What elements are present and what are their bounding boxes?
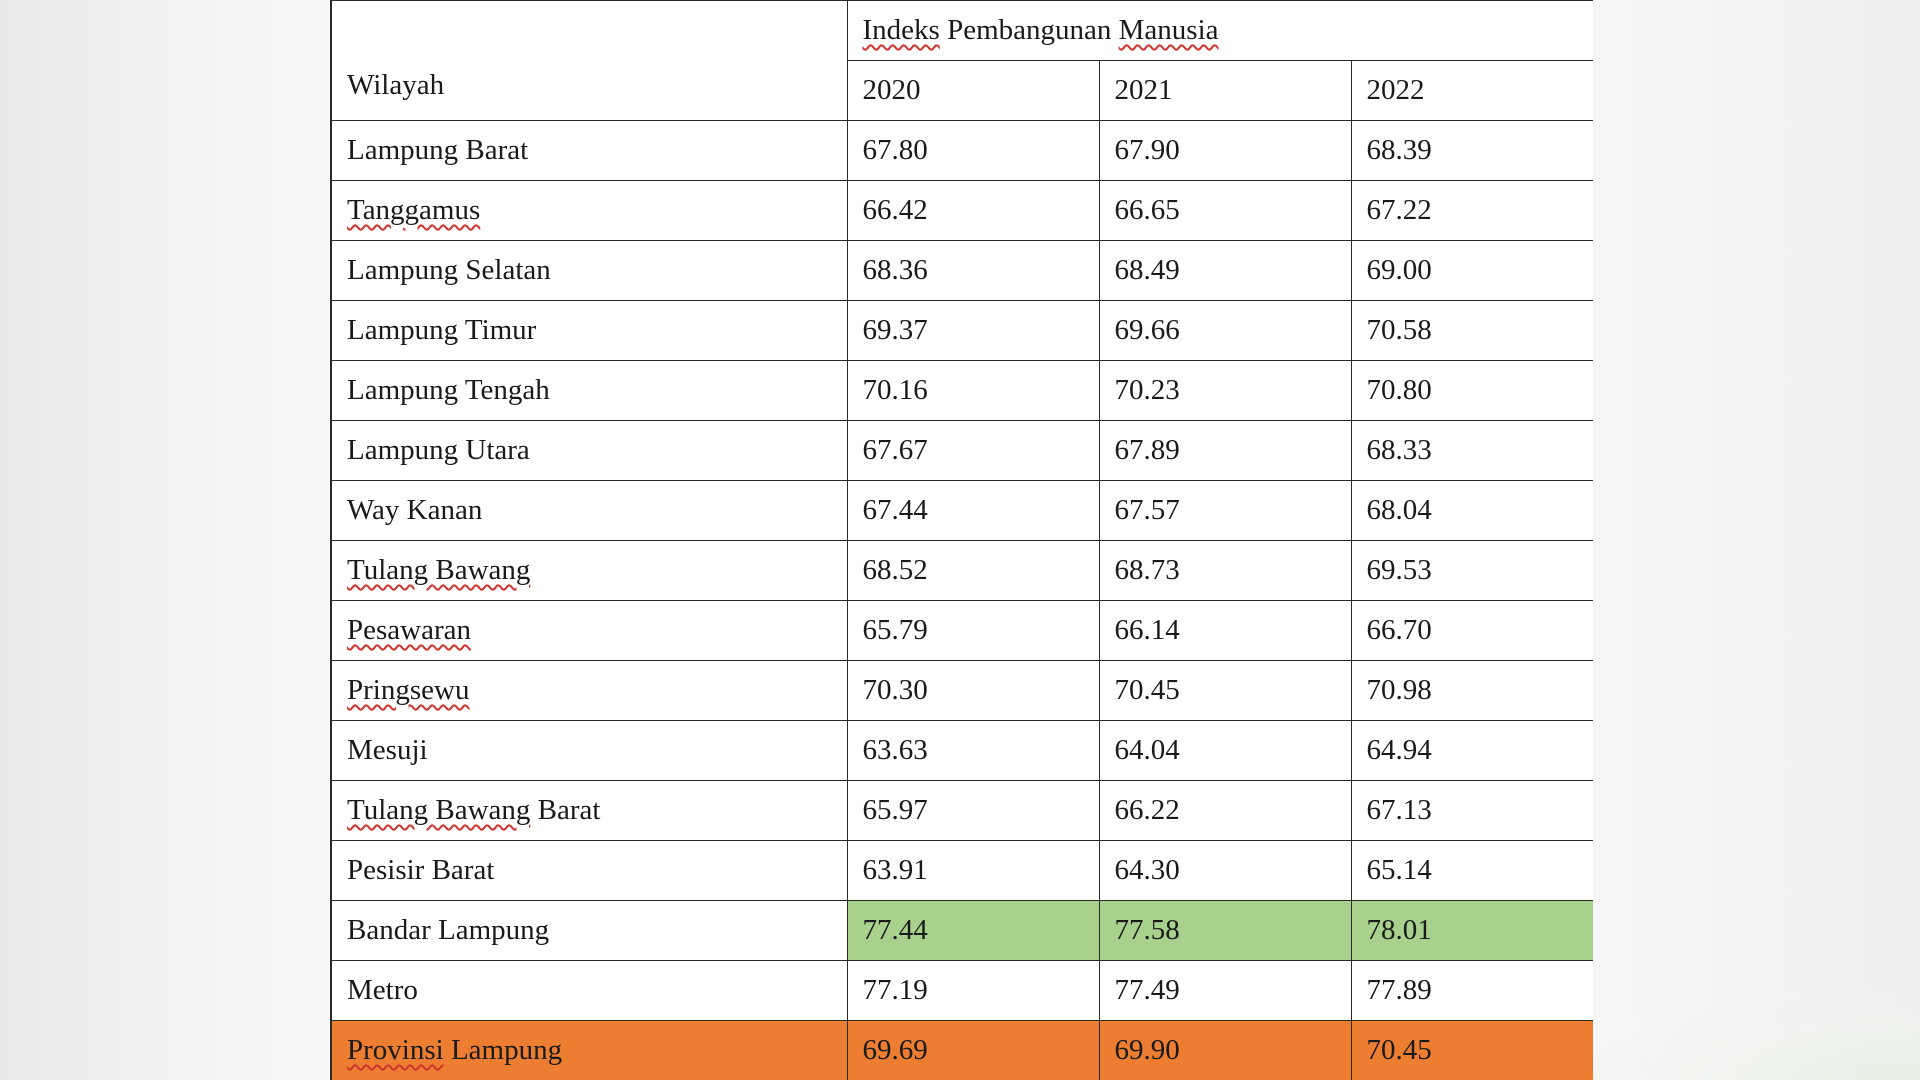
table-row: Tulang Bawang Barat 65.97 66.22 67.13 <box>330 780 1593 841</box>
table-row: Way Kanan 67.44 67.57 68.04 <box>330 480 1593 541</box>
table-row: Lampung Barat 67.80 67.90 68.39 <box>330 120 1593 181</box>
value-cell: 70.80 <box>1350 360 1593 421</box>
spell-word: Pringsewu <box>347 674 470 706</box>
value-cell: 68.49 <box>1098 240 1352 301</box>
table-row: Metro 77.19 77.49 77.89 <box>330 960 1593 1021</box>
value-cell: 67.89 <box>1098 420 1352 481</box>
spell-word: Tulang Bawang <box>347 794 531 826</box>
value-cell: 67.57 <box>1098 480 1352 541</box>
document-page: Wilayah Indeks Pembangunan Manusia 2020 … <box>330 0 1593 1080</box>
value-cell: 70.23 <box>1098 360 1352 421</box>
value-cell: 70.58 <box>1350 300 1593 361</box>
region-cell: Bandar Lampung <box>330 900 848 961</box>
value-cell: 64.30 <box>1098 840 1352 901</box>
region-cell: Lampung Timur <box>330 300 848 361</box>
spell-word: Manusia <box>1118 14 1219 46</box>
table-row-highlight-orange: Provinsi Lampung 69.69 69.90 70.45 <box>330 1020 1593 1080</box>
table-row: Lampung Selatan 68.36 68.49 69.00 <box>330 240 1593 301</box>
region-cell: Pringsewu <box>330 660 848 721</box>
value-cell: 66.70 <box>1350 600 1593 661</box>
value-cell: 77.44 <box>846 900 1100 961</box>
value-cell: 69.53 <box>1350 540 1593 601</box>
region-cell: Lampung Selatan <box>330 240 848 301</box>
region-cell: Pesisir Barat <box>330 840 848 901</box>
value-cell: 69.37 <box>846 300 1100 361</box>
value-cell: 66.22 <box>1098 780 1352 841</box>
spell-word: Indeks <box>862 14 940 46</box>
spell-word: Pesawaran <box>347 614 472 646</box>
value-cell: 68.52 <box>846 540 1100 601</box>
value-cell: 77.58 <box>1098 900 1352 961</box>
table-header-row-group: Wilayah Indeks Pembangunan Manusia <box>330 0 1593 121</box>
value-cell: 68.04 <box>1350 480 1593 541</box>
value-cell: 67.22 <box>1350 180 1593 241</box>
value-cell: 67.80 <box>846 120 1100 181</box>
value-cell: 66.42 <box>846 180 1100 241</box>
table-header-row-years: 2020 2021 2022 <box>331 60 1593 121</box>
value-cell: 70.16 <box>846 360 1100 421</box>
value-cell: 64.04 <box>1098 720 1352 781</box>
table-row: Tanggamus 66.42 66.65 67.22 <box>330 180 1593 241</box>
value-cell: 77.49 <box>1098 960 1352 1021</box>
header-group-hdi: Indeks Pembangunan Manusia <box>846 0 1593 61</box>
region-cell: Provinsi Lampung <box>330 1020 848 1080</box>
table-row: Pringsewu 70.30 70.45 70.98 <box>330 660 1593 721</box>
value-cell: 63.63 <box>846 720 1100 781</box>
value-cell: 78.01 <box>1350 900 1593 961</box>
region-cell: Lampung Tengah <box>330 360 848 421</box>
hdi-table: Wilayah Indeks Pembangunan Manusia 2020 … <box>330 0 1593 1080</box>
value-cell: 67.67 <box>846 420 1100 481</box>
value-cell: 65.97 <box>846 780 1100 841</box>
value-cell: 67.44 <box>846 480 1100 541</box>
value-cell: 70.98 <box>1350 660 1593 721</box>
region-cell: Pesawaran <box>330 600 848 661</box>
table-row: Pesawaran 65.79 66.14 66.70 <box>330 600 1593 661</box>
value-cell: 68.36 <box>846 240 1100 301</box>
value-cell: 67.13 <box>1350 780 1593 841</box>
table-row: Pesisir Barat 63.91 64.30 65.14 <box>330 840 1593 901</box>
value-cell: 70.30 <box>846 660 1100 721</box>
value-cell: 66.65 <box>1098 180 1352 241</box>
region-cell: Metro <box>330 960 848 1021</box>
value-cell: 69.69 <box>846 1020 1100 1080</box>
spell-word: Tanggamus <box>347 194 481 226</box>
region-cell: Way Kanan <box>330 480 848 541</box>
value-cell: 69.66 <box>1098 300 1352 361</box>
value-cell: 68.39 <box>1350 120 1593 181</box>
value-cell: 66.14 <box>1098 600 1352 661</box>
region-cell: Lampung Utara <box>330 420 848 481</box>
region-cell: Lampung Barat <box>330 120 848 181</box>
spell-word: Tulang Bawang <box>347 554 531 586</box>
value-cell: 68.33 <box>1350 420 1593 481</box>
value-cell: 65.14 <box>1350 840 1593 901</box>
table-row: Mesuji 63.63 64.04 64.94 <box>330 720 1593 781</box>
value-cell: 69.90 <box>1098 1020 1352 1080</box>
value-cell: 64.94 <box>1350 720 1593 781</box>
value-cell: 68.73 <box>1098 540 1352 601</box>
region-cell: Mesuji <box>330 720 848 781</box>
value-cell: 69.00 <box>1350 240 1593 301</box>
header-year: 2020 <box>846 60 1100 121</box>
value-cell: 63.91 <box>846 840 1100 901</box>
value-cell: 67.90 <box>1098 120 1352 181</box>
table-row-highlight-green: Bandar Lampung 77.44 77.58 78.01 <box>330 900 1593 961</box>
value-cell: 77.89 <box>1350 960 1593 1021</box>
table-row: Lampung Timur 69.37 69.66 70.58 <box>330 300 1593 361</box>
region-cell: Tulang Bawang Barat <box>330 780 848 841</box>
table-row: Lampung Tengah 70.16 70.23 70.80 <box>330 360 1593 421</box>
header-year: 2021 <box>1098 60 1352 121</box>
table-row: Tulang Bawang 68.52 68.73 69.53 <box>330 540 1593 601</box>
table-row: Lampung Utara 67.67 67.89 68.33 <box>330 420 1593 481</box>
region-cell: Tulang Bawang <box>330 540 848 601</box>
value-cell: 70.45 <box>1350 1020 1593 1080</box>
spell-word: Provinsi <box>347 1034 444 1066</box>
header-year: 2022 <box>1350 60 1593 121</box>
value-cell: 70.45 <box>1098 660 1352 721</box>
value-cell: 65.79 <box>846 600 1100 661</box>
value-cell: 77.19 <box>846 960 1100 1021</box>
region-cell: Tanggamus <box>330 180 848 241</box>
header-region: Wilayah <box>330 0 848 121</box>
background-corner-glow <box>1560 990 1920 1080</box>
